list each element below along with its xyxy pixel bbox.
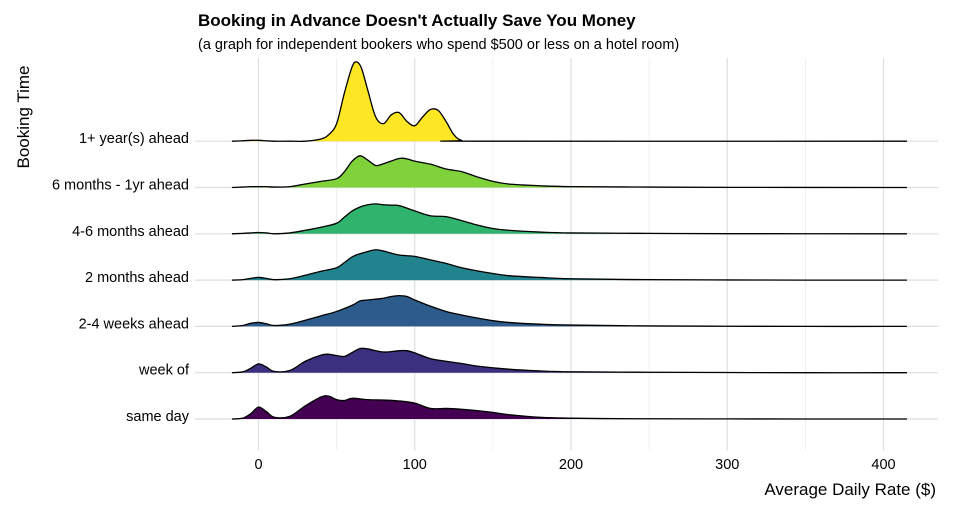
chart-title: Booking in Advance Doesn't Actually Save… — [198, 11, 636, 30]
ridge-outline — [231, 395, 907, 420]
y-category-label: 2 months ahead — [85, 270, 189, 286]
density-ridges — [231, 61, 907, 420]
ridge-outline — [231, 61, 907, 143]
y-category-label: 4-6 months ahead — [72, 224, 189, 240]
y-category-label: same day — [126, 409, 190, 425]
y-category-label: week of — [138, 363, 190, 379]
y-axis-title: Booking Time — [14, 66, 33, 169]
ridge-fill — [231, 295, 907, 327]
y-axis-category-labels: same day week of 2-4 weeks ahead 2 months a… — [52, 131, 190, 425]
x-axis-title: Average Daily Rate ($) — [764, 480, 936, 499]
chart-subtitle: (a graph for independent bookers who spe… — [198, 37, 679, 53]
x-axis-tick-labels: 0 100 200 300 400 — [254, 457, 895, 473]
ridge-fill — [231, 348, 907, 373]
x-tick-label: 300 — [715, 457, 739, 473]
y-category-label: 6 months - 1yr ahead — [52, 178, 189, 194]
ridge-fill — [231, 203, 907, 234]
ridge-outline — [231, 203, 907, 235]
ridge-outline — [231, 249, 907, 281]
x-tick-label: 100 — [403, 457, 427, 473]
x-tick-label: 0 — [254, 457, 262, 473]
y-category-label: 2-4 weeks ahead — [79, 316, 189, 332]
x-tick-label: 200 — [559, 457, 583, 473]
ridge-fill — [231, 249, 907, 281]
ridge-fill — [231, 61, 907, 142]
gridlines — [195, 58, 938, 450]
ridge-outline — [231, 347, 907, 374]
y-category-label: 1+ year(s) ahead — [79, 131, 189, 147]
x-tick-label: 400 — [871, 457, 895, 473]
ridge-outline — [231, 155, 907, 189]
ridge-outline — [231, 294, 907, 328]
ridge-fill — [231, 155, 907, 188]
